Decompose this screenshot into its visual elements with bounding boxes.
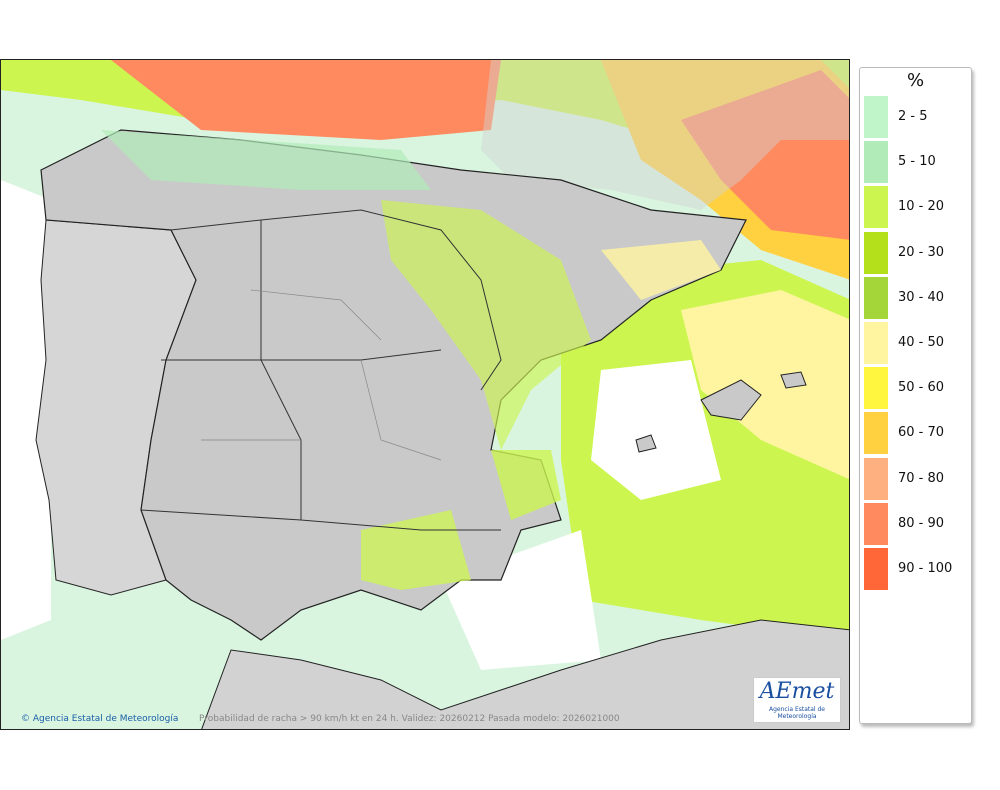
low-probability-sea (591, 360, 721, 500)
legend-swatch (864, 412, 888, 455)
balearic-probability (681, 290, 849, 480)
mallorca (700, 379, 762, 421)
legend-label: 70 - 80 (898, 470, 945, 486)
legend-label: 10 - 20 (898, 199, 945, 215)
atlantic-low (1, 180, 51, 640)
legend-label: 30 - 40 (898, 289, 945, 305)
high-probability-northeast (681, 70, 849, 240)
legend-swatch (864, 141, 888, 184)
map-canvas (1, 60, 849, 729)
map-caption: Probabilidad de racha > 90 km/h kt en 24… (199, 714, 620, 724)
legend-label: 20 - 30 (898, 244, 945, 260)
north-africa (201, 619, 849, 729)
legend-label: 50 - 60 (898, 380, 945, 396)
regional-borders (140, 209, 502, 531)
legend-item: 5 - 10 (864, 141, 968, 184)
aemet-logo-text: AEmet (759, 679, 835, 704)
alboran-low (441, 530, 601, 670)
menorca (780, 371, 807, 389)
copyright-icon: © (21, 714, 30, 724)
legend-item: 70 - 80 (864, 457, 968, 500)
ebro-valley-probability (381, 200, 591, 450)
legend-label: 40 - 50 (898, 335, 945, 350)
cantabrian-probability (101, 130, 431, 190)
high-probability-north (111, 60, 501, 140)
ibiza (635, 434, 657, 453)
legend-item: 2 - 5 (864, 96, 968, 138)
legend-item: 90 - 100 (864, 548, 968, 590)
legend-item: 40 - 50 (864, 322, 968, 364)
province-borders (201, 289, 442, 461)
legend-swatch (864, 186, 888, 229)
legend-swatch (864, 276, 888, 319)
legend-item: 50 - 60 (864, 367, 968, 410)
aemet-logo-subtext: Agencia Estatal de Meteorología (768, 706, 825, 720)
legend-swatch (864, 367, 888, 410)
legend-title: % (906, 70, 925, 91)
legend-swatch (864, 96, 888, 138)
legend-swatch (864, 502, 888, 545)
legend-label: 2 - 5 (898, 109, 928, 124)
agency-credit: © Agencia Estatal de Meteorología (21, 714, 178, 724)
color-legend: % 2 - 5 5 - 10 10 - 20 20 - 30 30 - 40 40 - 5… (859, 67, 972, 724)
legend-swatch (864, 322, 888, 364)
legend-item: 80 - 90 (864, 502, 968, 545)
legend-item: 10 - 20 (864, 186, 968, 229)
forecast-map: © Agencia Estatal de Meteorología Probab… (0, 59, 850, 730)
agency-credit-text: Agencia Estatal de Meteorología (32, 714, 179, 724)
legend-item: 30 - 40 (864, 276, 968, 319)
valencia-probability (491, 450, 561, 520)
legend-label: 5 - 10 (898, 154, 936, 170)
legend-label: 80 - 90 (898, 515, 945, 531)
legend-swatch (864, 457, 888, 500)
legend-item: 20 - 30 (864, 231, 968, 274)
catalonia-probability (601, 240, 721, 300)
legend-label: 60 - 70 (898, 425, 945, 441)
legend-label: 90 - 100 (898, 561, 953, 576)
spain (40, 129, 747, 641)
aemet-logo: AEmet Agencia Estatal de Meteorología (753, 677, 841, 723)
legend-item: 60 - 70 (864, 412, 968, 455)
france (481, 60, 849, 210)
legend-swatch (864, 231, 888, 274)
legend-swatch (864, 548, 888, 590)
